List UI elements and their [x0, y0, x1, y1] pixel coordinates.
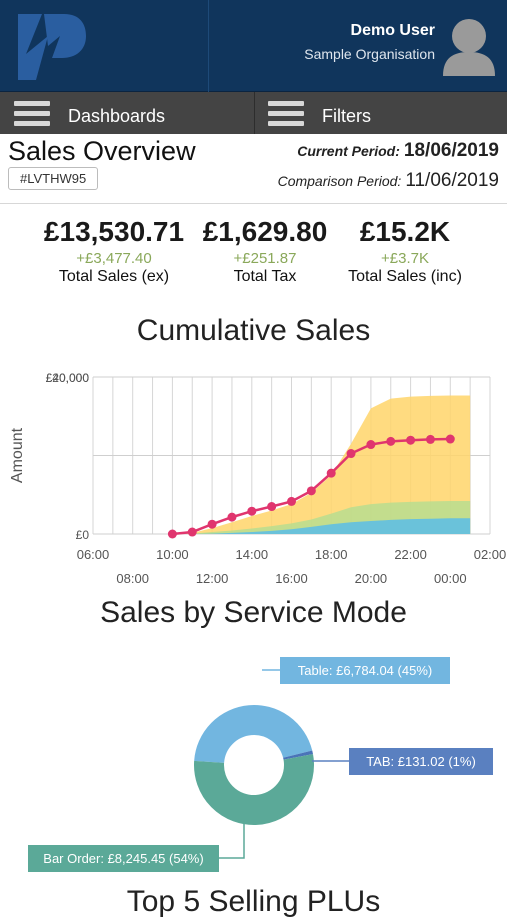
x-tick-label: 06:00 [77, 547, 110, 562]
y-tick-label: £0 [76, 528, 90, 542]
y-tick-label: £40,000 [46, 371, 90, 385]
x-tick-label: 10:00 [156, 547, 189, 562]
line-point [287, 496, 296, 506]
top-bar: Demo User Sample Organisation [0, 0, 507, 92]
donut-label-box [280, 657, 450, 684]
area-series-0 [172, 518, 471, 534]
filters-button[interactable]: Filters [268, 92, 507, 134]
kpi-total-sales-ex: £13,530.71 +£3,477.40 Total Sales (ex) [36, 216, 192, 286]
line-point [167, 529, 177, 539]
nav-bar: Dashboards Filters [0, 92, 507, 134]
donut-slice-label: Table: £6,784.04 (45%) [298, 663, 432, 678]
line-point [445, 434, 455, 444]
kpi-label: Total Sales (inc) [348, 268, 462, 285]
x-tick-label: 00:00 [434, 571, 467, 586]
kpi-delta: +£3,477.40 [76, 250, 152, 267]
line-point [306, 486, 316, 496]
cumulative-sales-chart[interactable]: £0 £20,000£40,000 Amount 06:00 10:00 14:00 18:… [0, 360, 507, 596]
user-name: Demo User [350, 22, 435, 39]
line-point [425, 434, 435, 444]
kpi-value: £1,629.80 [202, 216, 328, 247]
service-mode-title: Sales by Service Mode [100, 596, 407, 629]
x-tick-label: 16:00 [275, 571, 308, 586]
x-tick-label: 18:00 [315, 547, 348, 562]
dashboards-label: Dashboards [68, 105, 166, 126]
y-axis-label: Amount [9, 427, 26, 483]
donut-slice [194, 705, 313, 764]
brand-logo-icon[interactable] [14, 10, 86, 84]
line-point [227, 512, 237, 522]
line-point [366, 440, 376, 450]
top-plus-title: Top 5 Selling PLUs [126, 885, 381, 918]
line-point [406, 435, 416, 445]
dashboards-button[interactable]: Dashboards [14, 92, 254, 134]
x-tick-label: 12:00 [196, 571, 229, 586]
line-point [187, 527, 197, 537]
kpi-delta: +£251.87 [233, 250, 297, 267]
line-point [326, 468, 336, 478]
organisation-name: Sample Organisation [304, 46, 435, 62]
donut-label-box [349, 748, 493, 775]
comparison-period-value: 11/06/2019 [405, 170, 499, 191]
donut-slice-label: TAB: £131.02 (1%) [366, 754, 476, 769]
kpi-label: Total Tax [233, 268, 297, 285]
donut-label-box [28, 845, 219, 872]
user-avatar-icon[interactable] [441, 16, 497, 76]
line-point [267, 502, 277, 512]
logo-divider [208, 0, 209, 92]
kpi-value: £15.2K [359, 216, 451, 247]
current-period: Current Period: 18/06/2019 [297, 140, 499, 162]
x-tick-label: 02:00 [474, 547, 507, 562]
page-title: Sales Overview [8, 136, 196, 166]
x-tick-label: 14:00 [236, 547, 269, 562]
donut-slice-label: Bar Order: £8,245.45 (54%) [43, 851, 203, 866]
area-series-2 [172, 395, 471, 534]
line-point [346, 449, 356, 459]
service-mode-donut-chart[interactable]: Table: £6,784.04 (45%) TAB: £131.02 (1%) B… [0, 640, 507, 880]
cumulative-sales-title: Cumulative Sales [136, 314, 371, 347]
kpi-total-sales-inc: £15.2K +£3.7K Total Sales (inc) [338, 216, 472, 286]
donut-slice [194, 754, 314, 825]
kpi-label: Total Sales (ex) [58, 268, 170, 285]
line-point [247, 506, 257, 516]
comparison-period: Comparison Period: 11/06/2019 [278, 170, 499, 192]
line-point [386, 436, 396, 446]
menu-icon [14, 99, 50, 127]
kpi-value: £13,530.71 [43, 216, 185, 247]
header-divider [0, 203, 507, 204]
x-tick-label: 22:00 [394, 547, 427, 562]
donut-leader-line [219, 824, 245, 859]
filter-menu-icon [268, 99, 304, 127]
current-period-label: Current Period: [297, 143, 400, 159]
filters-label: Filters [322, 105, 371, 126]
kpi-delta: +£3.7K [381, 250, 429, 267]
nav-divider [254, 92, 255, 134]
donut-slice [283, 750, 314, 760]
current-period-value: 18/06/2019 [403, 140, 499, 161]
site-code-badge: #LVTHW95 [8, 167, 99, 190]
comparison-period-label: Comparison Period: [277, 173, 402, 189]
kpi-total-tax: £1,629.80 +£251.87 Total Tax [196, 216, 334, 286]
line-point [207, 519, 217, 529]
x-tick-label: 08:00 [116, 571, 149, 586]
y-tick-label: £20,000 [46, 371, 90, 385]
x-tick-label: 20:00 [355, 571, 388, 586]
